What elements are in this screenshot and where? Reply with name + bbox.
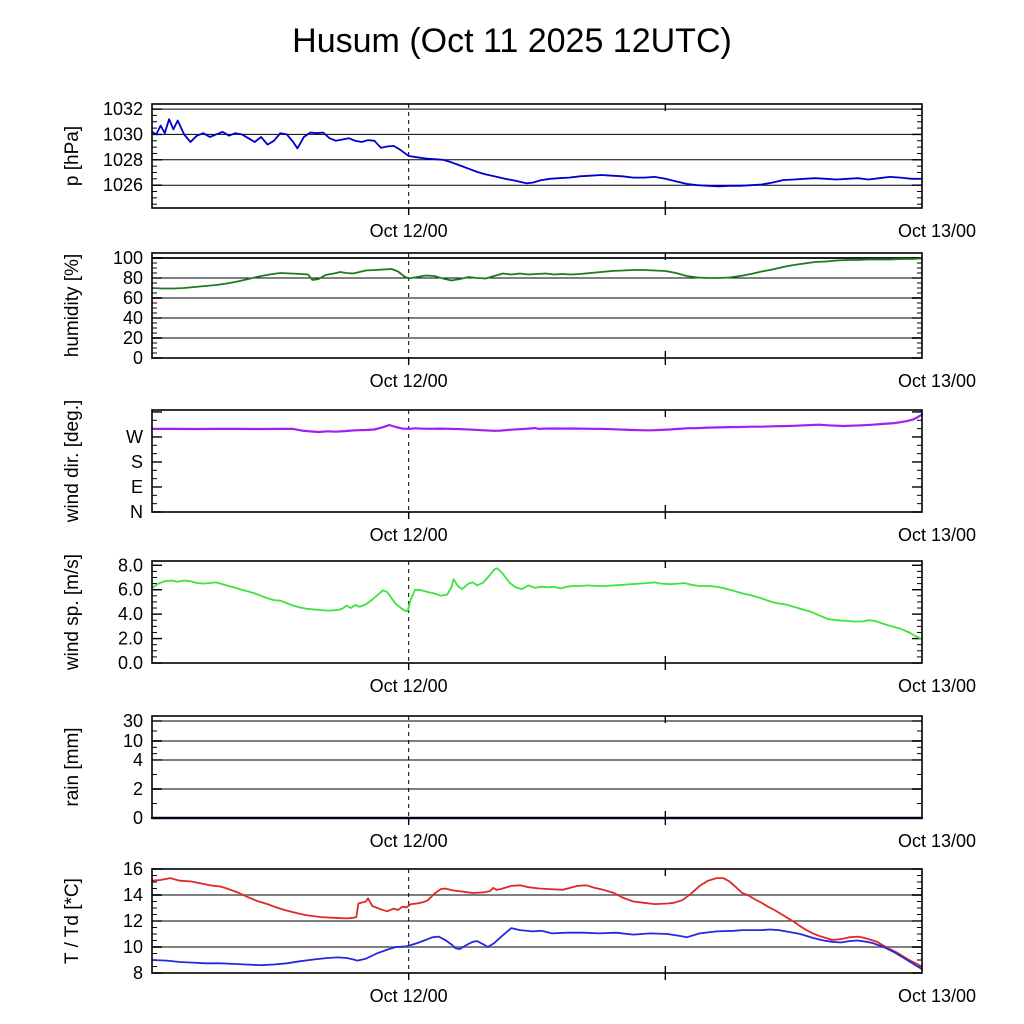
wind-speed-panel: Oct 12/00 Oct 13/00 0.0 2.0 4.0 6.0 8.0 wind sp… [62,554,976,696]
y-tick-label: 1028 [103,150,143,170]
x-tick-label: Oct 12/00 [370,831,448,851]
y-tick-label: E [131,477,143,497]
temperature-axis-label: T / Td [*C] [62,878,83,964]
y-tick-label: 4.0 [118,604,143,624]
rain-axis-label: rain [mm] [62,727,83,806]
y-tick-label: 8 [133,963,143,983]
wind-speed-border [151,560,923,664]
y-tick-label: 1026 [103,175,143,195]
y-tick-label: 2 [133,779,143,799]
x-tick-label: Oct 13/00 [898,525,976,545]
y-tick-label: 60 [123,288,143,308]
y-tick-label: 2.0 [118,629,143,649]
y-tick-label: 0 [133,348,143,368]
y-tick-label: 1032 [103,99,143,119]
x-tick-label: Oct 13/00 [898,221,976,241]
wind-speed-line [151,567,923,641]
x-tick-label: Oct 12/00 [370,676,448,696]
y-tick-label: 1030 [103,124,143,144]
y-tick-label: 100 [113,248,143,268]
y-tick-label: 20 [123,328,143,348]
humidity-line [151,257,923,290]
humidity-border [151,252,923,359]
y-tick-label: 14 [123,885,143,905]
y-tick-label: 40 [123,308,143,328]
y-tick-label: 30 [123,711,143,731]
temperature-panel: Oct 12/00 Oct 13/00 8 10 12 14 16 T / Td [*C] [62,859,976,1006]
pressure-axis-label: p [hPa] [62,126,83,186]
pressure-line [151,118,923,188]
y-tick-label: W [126,427,143,447]
y-tick-label: 6.0 [118,580,143,600]
y-tick-label: 16 [123,859,143,879]
y-tick-label: 4 [133,750,143,770]
y-tick-label: S [131,452,143,472]
x-tick-label: Oct 13/00 [898,371,976,391]
pressure-border [151,103,923,209]
temperature-border [151,868,923,974]
wind-direction-axis-label: wind dir. [deg.] [62,400,83,524]
wind-speed-axis-label: wind sp. [m/s] [62,554,83,671]
x-tick-label: Oct 13/00 [898,831,976,851]
dewpoint-line [151,927,923,970]
x-tick-label: Oct 12/00 [370,986,448,1006]
x-tick-label: Oct 12/00 [370,221,448,241]
y-tick-label: 0 [133,808,143,828]
y-tick-label: 80 [123,268,143,288]
x-tick-label: Oct 12/00 [370,371,448,391]
y-tick-label: 10 [123,731,143,751]
y-tick-label: 12 [123,911,143,931]
x-tick-label: Oct 13/00 [898,986,976,1006]
wind-direction-line [150,413,924,434]
humidity-axis-label: humidity [%] [62,254,83,357]
x-tick-label: Oct 12/00 [370,525,448,545]
y-tick-label: 10 [123,937,143,957]
temperature-line [151,877,923,968]
rain-border [151,715,923,819]
y-tick-label: 0.0 [118,653,143,673]
pressure-panel: Oct 12/00 Oct 13/00 1026 1028 1030 1032 p [hPa… [62,99,976,241]
wind-direction-border [151,409,923,513]
x-tick-label: Oct 13/00 [898,676,976,696]
y-tick-label: N [130,502,143,522]
chart-title: Husum (Oct 11 2025 12UTC) [292,22,732,60]
y-tick-label: 8.0 [118,555,143,575]
